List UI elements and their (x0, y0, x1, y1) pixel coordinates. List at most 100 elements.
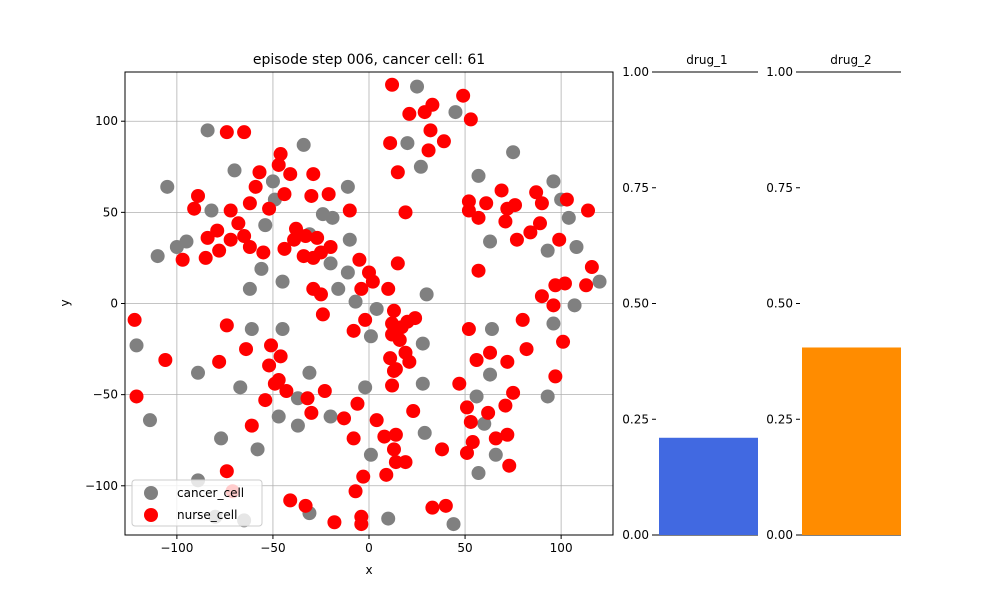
drug-1-y-ticks: 0.00 0.25 0.50 0.75 1.00 (622, 65, 656, 542)
nurse-cell-point (479, 196, 494, 211)
cancer-cell-point (592, 274, 607, 289)
bar-y-tick-label: 0.00 (766, 528, 793, 542)
nurse-cell-point (317, 383, 332, 398)
nurse-cell-point (506, 385, 521, 400)
nurse-cell-point (509, 232, 524, 247)
nurse-cell-point (223, 203, 238, 218)
bar-y-tick-label: 1.00 (766, 65, 793, 79)
nurse-cell-point (390, 165, 405, 180)
nurse-cell-point (212, 354, 227, 369)
cancer-cell-point (546, 174, 561, 189)
cancer-cell-point (561, 210, 576, 225)
cancer-cell-point (244, 322, 259, 337)
nurse-cell-point (456, 88, 471, 103)
nurse-cell-point (352, 252, 367, 267)
cancer-cell-point (302, 365, 317, 380)
nurse-cell-point (279, 383, 294, 398)
nurse-cell-point (210, 223, 225, 238)
nurse-cell-point (402, 106, 417, 121)
nurse-cell-point (534, 289, 549, 304)
scatter-y-axis-label: y (58, 299, 72, 306)
nurse-cell-point (390, 256, 405, 271)
nurse-cell-point (306, 281, 321, 296)
nurse-cell-point (406, 404, 421, 419)
scatter-y-tick-label: 50 (103, 205, 118, 219)
nurse-cell-point (579, 278, 594, 293)
nurse-cell-point (584, 260, 599, 275)
cancer-cell-point (477, 416, 492, 431)
nurse-cell-point (386, 303, 401, 318)
nurse-cell-point (304, 188, 319, 203)
nurse-cell-point (388, 427, 403, 442)
scatter-x-tick-label: 50 (457, 541, 472, 555)
legend-box (131, 479, 263, 527)
cancer-cell-point (546, 316, 561, 331)
scatter-x-ticks: −100 −50 0 50 100 (160, 535, 573, 555)
cancer-cell-point (200, 123, 215, 138)
scatter-y-tick-label: −100 (85, 479, 118, 493)
cancer-cell-point (483, 234, 498, 249)
nurse-cell-point (417, 105, 432, 120)
cancer-cell-point (275, 322, 290, 337)
cancer-cell-point (290, 418, 305, 433)
nurse-cell-point (383, 351, 398, 366)
nurse-cell-point (242, 196, 257, 211)
nurse-cell-point (348, 484, 363, 499)
nurse-cell-point (423, 123, 438, 138)
nurse-cell-point (398, 205, 413, 220)
nurse-cell-point (187, 201, 202, 216)
cancer-cell-point (214, 431, 229, 446)
nurse-cell-point (271, 373, 286, 388)
nurse-cell-point (242, 239, 257, 254)
cancer-cell-point (331, 281, 346, 296)
nurse-cell-point (283, 493, 298, 508)
nurse-cell-point (452, 376, 467, 391)
nurse-cell-point (552, 232, 567, 247)
nurse-cell-point (498, 214, 513, 229)
scatter-y-tick-label: 0 (110, 297, 118, 311)
nurse-cell-point (175, 252, 190, 267)
nurse-cell-point (494, 183, 509, 198)
nurse-cell-point (200, 230, 215, 245)
nurse-cell-point (534, 196, 549, 211)
scatter-x-tick-label: −50 (260, 541, 285, 555)
nurse-cell-point (385, 77, 400, 92)
cancer-cell-point (471, 168, 486, 183)
cancer-cell-point (540, 389, 555, 404)
drug-2-y-ticks: 0.00 0.25 0.50 0.75 1.00 (766, 65, 800, 542)
cancer-cell-point (271, 409, 286, 424)
nurse-cell-point (402, 354, 417, 369)
nurse-cell-point (271, 157, 286, 172)
nurse-cell-point (581, 203, 596, 218)
cancer-cell-point (323, 409, 338, 424)
nurse-cell-point (398, 455, 413, 470)
nurse-cell-point (327, 515, 342, 530)
scatter-points (127, 77, 607, 532)
nurse-cell-point (300, 391, 315, 406)
nurse-cell-point (548, 278, 563, 293)
cancer-cell-point (342, 232, 357, 247)
cancer-cell-point (227, 163, 242, 178)
scatter-x-tick-label: 0 (365, 541, 373, 555)
nurse-cell-point (483, 345, 498, 360)
cancer-cell-point (169, 239, 184, 254)
nurse-cell-point (244, 418, 259, 433)
nurse-cell-point (471, 263, 486, 278)
cancer-cell-point (275, 274, 290, 289)
nurse-cell-point (519, 342, 534, 357)
nurse-cell-point (383, 136, 398, 151)
nurse-cell-point (500, 354, 515, 369)
nurse-cell-point (350, 396, 365, 411)
drug-2-panel: drug_2 0.00 0.25 0.50 0.75 1.00 (766, 53, 901, 542)
nurse-cell-point (323, 239, 338, 254)
cancer-cell-point (290, 391, 305, 406)
nurse-cell-point (304, 405, 319, 420)
scatter-x-tick-label: −100 (160, 541, 193, 555)
nurse-cell-point (358, 312, 373, 327)
cancer-cell-point (204, 203, 219, 218)
scatter-title: episode step 006, cancer cell: 61 (253, 52, 485, 68)
cancer-cell-point (340, 265, 355, 280)
cancer-cell-point (540, 243, 555, 258)
nurse-cell-point (239, 342, 254, 357)
